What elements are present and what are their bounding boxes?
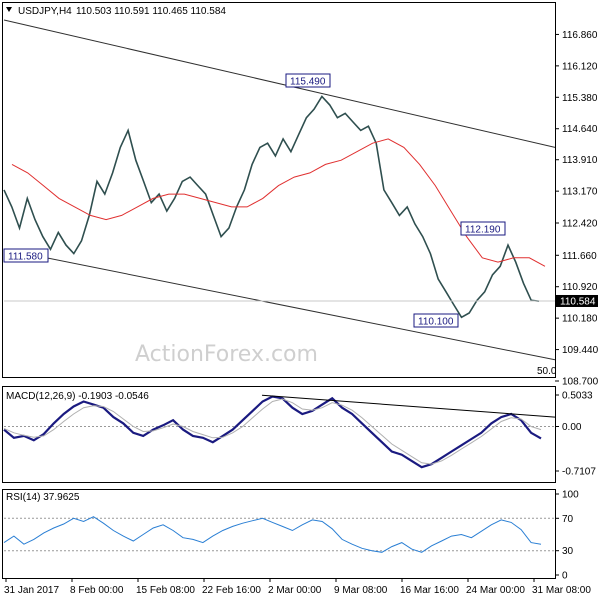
series-channel-lower	[3, 248, 556, 361]
price-ytick-label: 112.420	[562, 219, 598, 230]
x-tick-label: 9 Mar 08:00	[334, 585, 388, 596]
macd-layer	[3, 394, 556, 469]
series-price	[3, 95, 540, 319]
x-tick-label: 31 Mar 08:00	[532, 585, 591, 596]
macd-ytick-label: -0.7107	[562, 467, 596, 478]
annotation-box	[285, 73, 331, 88]
macd-ytick-label: 0.00	[562, 422, 582, 433]
macd-panel-frame	[2, 386, 556, 483]
rsi-ytick-label: 70	[562, 514, 574, 525]
current-price-label: 110.584	[560, 296, 596, 307]
x-tick-label: 22 Feb 16:00	[202, 585, 261, 596]
macd-series-divergence-line	[261, 394, 556, 418]
annotation-fib-label: 50.0	[537, 366, 557, 377]
macd-series-signal	[3, 398, 542, 465]
annotation-label: 111.580	[8, 252, 43, 263]
series-channel-upper	[3, 19, 556, 148]
rsi-series-RSI	[3, 516, 542, 553]
price-ytick-label: 113.170	[562, 187, 598, 198]
price-ytick-label: 110.920	[562, 282, 598, 293]
x-tick-label: 31 Jan 2017	[4, 585, 59, 596]
symbol-menu-icon[interactable]	[6, 7, 12, 12]
price-ytick-label: 108.700	[562, 377, 599, 388]
annotation-box	[460, 221, 506, 236]
rsi-panel-frame	[2, 489, 556, 579]
x-tick-label: 24 Mar 00:00	[466, 585, 525, 596]
series-MA	[11, 138, 546, 267]
price-ytick-label: 116.860	[562, 30, 598, 41]
price-ytick-label: 109.440	[562, 345, 599, 356]
annotation-box	[3, 248, 49, 263]
x-tick-label: 8 Feb 00:00	[70, 585, 124, 596]
rsi-ytick-label: 30	[562, 546, 574, 557]
price-panel-frame	[2, 2, 556, 378]
watermark: ActionForex.com	[135, 342, 318, 367]
axis-layer: 116.860 116.120 115.380 114.640 113.910 113.1…	[3, 30, 599, 596]
annotation-label: 110.100	[418, 317, 454, 328]
macd-ytick-label: 0.5033	[562, 391, 593, 402]
price-header-ohlc: 110.503 110.591 110.465 110.584	[76, 6, 226, 17]
rsi-layer	[3, 516, 555, 553]
price-ytick-label: 113.910	[562, 155, 598, 166]
price-ytick-label: 111.660	[562, 251, 597, 262]
rsi-ytick-label: 100	[562, 490, 579, 501]
annotation-label: 115.490	[290, 77, 326, 88]
x-tick-label: 2 Mar 00:00	[268, 585, 322, 596]
price-ytick-label: 114.640	[562, 124, 598, 135]
rsi-ytick-label: 0	[562, 571, 568, 582]
price-ytick-label: 115.380	[562, 93, 598, 104]
annotation-box	[413, 313, 459, 328]
price-ytick-label: 110.180	[562, 314, 598, 325]
price-layer	[3, 19, 556, 361]
x-tick-label: 15 Feb 08:00	[136, 585, 195, 596]
rsi-header: RSI(14) 37.9625	[6, 492, 80, 503]
macd-series-MACD	[3, 395, 542, 469]
x-tick-label: 16 Mar 16:00	[400, 585, 459, 596]
macd-header: MACD(12,26,9) -0.1903 -0.0546	[6, 391, 149, 402]
current-price-badge	[556, 294, 598, 307]
price-header-symbol: USDJPY,H4	[18, 6, 72, 17]
price-ytick-label: 116.120	[562, 61, 598, 72]
annotation-label: 112.190	[465, 225, 501, 236]
